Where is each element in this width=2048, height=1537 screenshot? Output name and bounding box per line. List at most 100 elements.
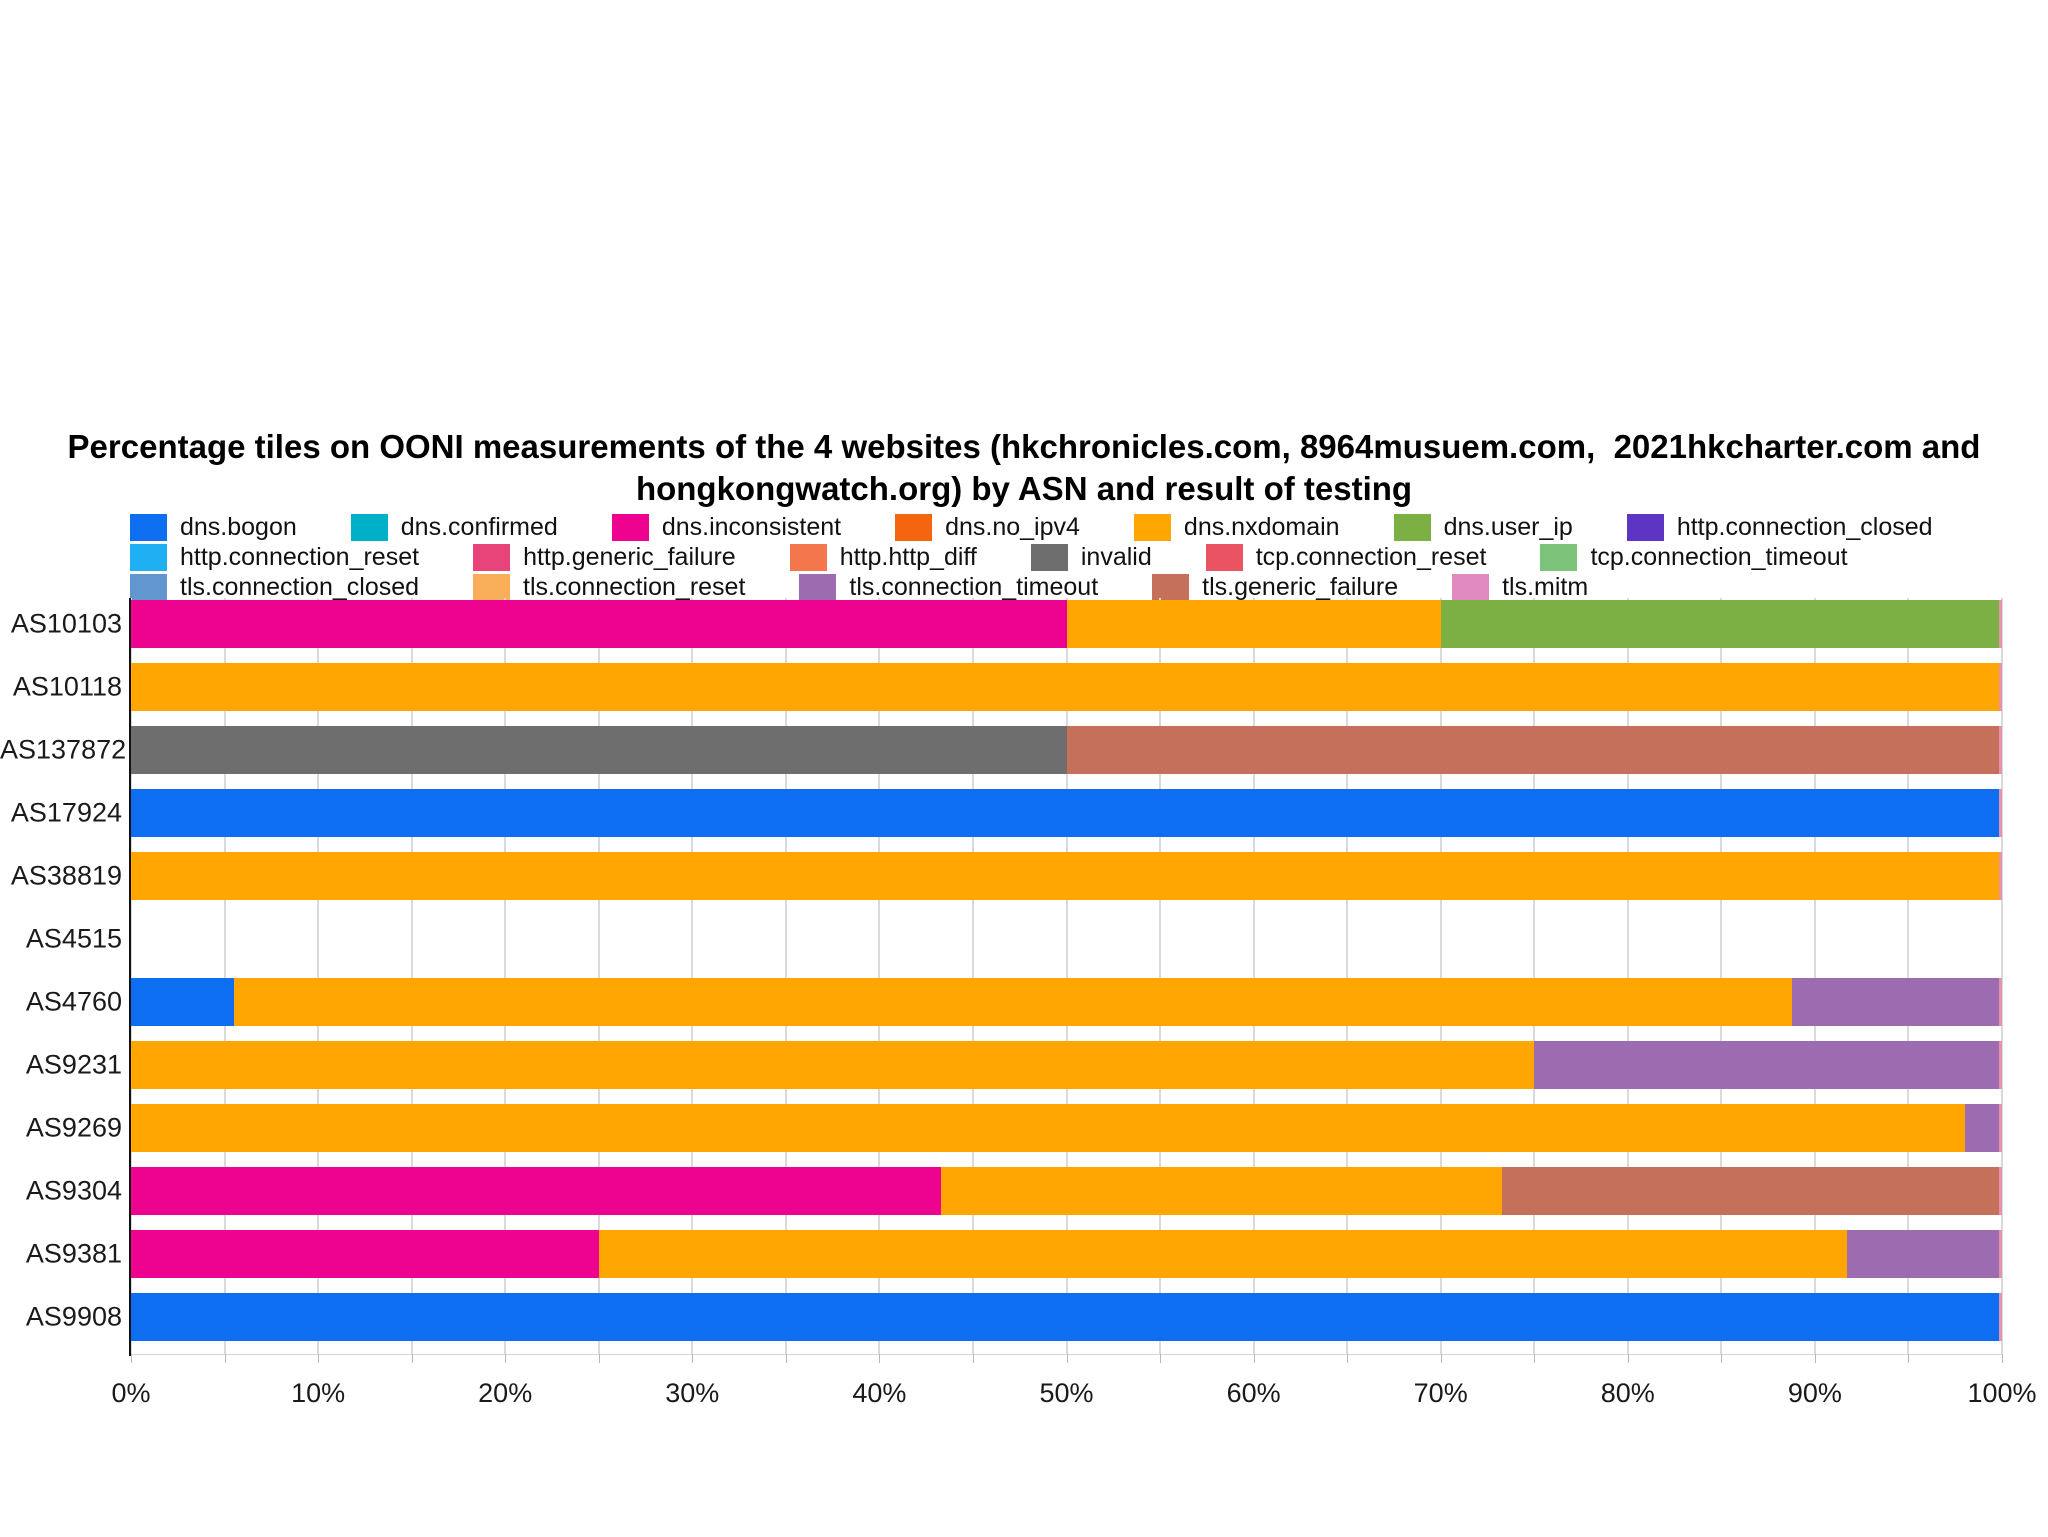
gridline bbox=[691, 598, 694, 1354]
gridline bbox=[1626, 598, 1629, 1354]
legend-swatch bbox=[350, 513, 388, 541]
bar-endcap bbox=[1999, 600, 2002, 648]
legend-swatch bbox=[611, 513, 649, 541]
bar-segment-tls.generic_failure bbox=[1066, 726, 2002, 774]
gridline bbox=[130, 598, 132, 1354]
legend-item-tls.connection_reset: tls.connection_reset bbox=[473, 573, 745, 602]
x-axis-tick bbox=[1253, 1354, 1255, 1363]
bar-segment-dns.inconsistent bbox=[131, 1230, 599, 1278]
legend-item-http.connection_reset: http.connection_reset bbox=[130, 543, 419, 572]
gridline bbox=[1720, 598, 1723, 1354]
bar-AS9908 bbox=[131, 1293, 2002, 1341]
row-label-AS9381: AS9381 bbox=[25, 1238, 122, 1269]
legend-label: invalid bbox=[1080, 542, 1152, 571]
gridline bbox=[1439, 598, 1442, 1354]
legend-label: http.generic_failure bbox=[523, 542, 736, 571]
x-axis-tick-label: 20% bbox=[478, 1378, 533, 1408]
legend-swatch bbox=[1540, 543, 1578, 571]
gridline bbox=[504, 598, 507, 1354]
legend-label: http.connection_reset bbox=[180, 542, 420, 571]
bar-segment-invalid bbox=[131, 726, 1067, 774]
legend-item-http.generic_failure: http.generic_failure bbox=[473, 543, 736, 572]
legend-label: dns.nxdomain bbox=[1183, 512, 1340, 541]
row-label-AS9304: AS9304 bbox=[25, 1175, 122, 1206]
legend-swatch bbox=[1452, 573, 1490, 601]
bar-segment-dns.nxdomain bbox=[131, 1041, 1535, 1089]
legend-label: dns.user_ip bbox=[1443, 512, 1573, 541]
x-axis-tick bbox=[785, 1354, 787, 1363]
legend-label: tls.connection_closed bbox=[180, 572, 420, 601]
row-label-AS38819: AS38819 bbox=[10, 860, 122, 891]
x-axis-tick bbox=[1066, 1354, 1068, 1363]
legend-label: dns.no_ipv4 bbox=[945, 512, 1080, 541]
gridline bbox=[1346, 598, 1349, 1354]
x-axis-tick-label: 80% bbox=[1600, 1378, 1655, 1408]
bar-segment-tls.generic_failure bbox=[1502, 1167, 2002, 1215]
bar-segment-dns.nxdomain bbox=[131, 1104, 1965, 1152]
chart-title: Percentage tiles on OONI measurements of… bbox=[0, 426, 2048, 510]
x-axis-tick bbox=[224, 1354, 226, 1363]
x-axis-tick bbox=[1814, 1354, 1816, 1363]
legend-label: tls.mitm bbox=[1502, 572, 1589, 601]
x-axis-tick-label: 50% bbox=[1039, 1378, 1094, 1408]
legend-swatch bbox=[130, 573, 167, 601]
legend-swatch bbox=[1152, 573, 1190, 601]
x-axis-tick bbox=[411, 1354, 413, 1363]
legend-item-tcp.connection_timeout: tcp.connection_timeout bbox=[1540, 543, 1848, 572]
row-label-AS9269: AS9269 bbox=[25, 1112, 122, 1143]
x-axis-tick-label: 70% bbox=[1413, 1378, 1468, 1408]
legend-swatch bbox=[130, 543, 167, 571]
gridline bbox=[1065, 598, 1068, 1354]
legend-label: tcp.connection_reset bbox=[1255, 542, 1487, 571]
bar-segment-dns.nxdomain bbox=[233, 978, 1793, 1026]
bar-segment-dns.bogon bbox=[131, 1293, 2002, 1341]
bar-AS9381 bbox=[131, 1230, 2002, 1278]
gridline bbox=[1533, 598, 1536, 1354]
x-axis-tick-label: 60% bbox=[1226, 1378, 1281, 1408]
x-axis-tick bbox=[1534, 1354, 1536, 1363]
legend-label: http.http_diff bbox=[839, 542, 977, 571]
legend-swatch bbox=[1205, 543, 1243, 571]
row-label-AS10103: AS10103 bbox=[10, 608, 122, 639]
x-axis-tick bbox=[1908, 1354, 1910, 1363]
bar-endcap bbox=[1999, 1104, 2002, 1152]
bar-segment-tls.connection_timeout bbox=[1846, 1230, 2002, 1278]
bar-segment-tls.connection_timeout bbox=[1534, 1041, 2002, 1089]
x-axis-tick bbox=[692, 1354, 694, 1363]
legend-swatch bbox=[473, 573, 511, 601]
bar-endcap bbox=[1999, 1167, 2002, 1215]
legend-item-dns.confirmed: dns.confirmed bbox=[350, 513, 558, 542]
row-label-AS4760: AS4760 bbox=[25, 986, 122, 1017]
x-axis-tick bbox=[1347, 1354, 1349, 1363]
x-axis-tick bbox=[1160, 1354, 1162, 1363]
bar-segment-dns.nxdomain bbox=[131, 663, 2002, 711]
legend-item-tls.mitm: tls.mitm bbox=[1452, 573, 1588, 602]
legend-label: tls.connection_timeout bbox=[849, 572, 1099, 601]
x-axis-tick-label: 40% bbox=[852, 1378, 907, 1408]
bar-segment-dns.inconsistent bbox=[131, 1167, 942, 1215]
legend-item-http.http_diff: http.http_diff bbox=[789, 542, 977, 572]
gridline bbox=[1252, 598, 1255, 1354]
bar-AS10103 bbox=[131, 600, 2002, 648]
chart-title-line1: Percentage tiles on OONI measurements of… bbox=[67, 428, 1981, 465]
row-label-AS10118: AS10118 bbox=[12, 671, 122, 702]
bar-AS17924 bbox=[131, 789, 2002, 837]
x-axis-tick bbox=[1440, 1354, 1442, 1363]
legend-label: http.connection_closed bbox=[1676, 512, 1933, 541]
legend-item-dns.bogon: dns.bogon bbox=[130, 513, 297, 542]
legend-row-1: dns.bogon dns.confirmed dns.inconsistent dn… bbox=[130, 512, 1987, 542]
gridline bbox=[1813, 598, 1816, 1354]
gridline bbox=[597, 598, 600, 1354]
legend-item-dns.nxdomain: dns.nxdomain bbox=[1133, 512, 1340, 542]
bar-AS4515 bbox=[131, 915, 2002, 963]
x-axis-tick bbox=[972, 1354, 974, 1363]
row-label-AS137872: AS137872 bbox=[0, 734, 127, 765]
bar-segment-dns.inconsistent bbox=[131, 600, 1067, 648]
bar-segment-dns.bogon bbox=[131, 789, 2002, 837]
bar-AS137872 bbox=[131, 726, 2002, 774]
gridline bbox=[878, 598, 881, 1354]
chart-title-line2: hongkongwatch.org) by ASN and result of … bbox=[635, 470, 1413, 507]
bar-endcap bbox=[1999, 1041, 2002, 1089]
legend-label: dns.bogon bbox=[180, 512, 297, 541]
legend-item-tcp.connection_reset: tcp.connection_reset bbox=[1205, 542, 1487, 572]
